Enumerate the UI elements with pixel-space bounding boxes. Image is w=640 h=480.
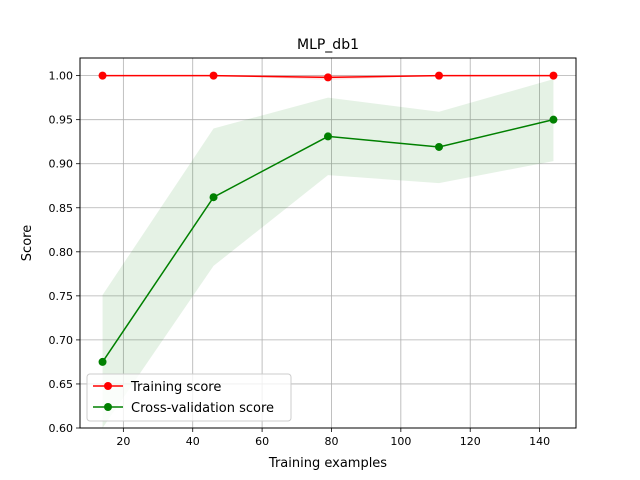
y-tick-label: 0.85 bbox=[49, 202, 74, 215]
y-tick-label: 0.60 bbox=[49, 422, 74, 435]
data-point bbox=[549, 71, 558, 80]
data-point bbox=[434, 71, 443, 80]
x-tick-label: 60 bbox=[255, 435, 269, 448]
x-tick-label: 120 bbox=[460, 435, 481, 448]
y-tick-label: 0.75 bbox=[49, 290, 74, 303]
x-tick-label: 40 bbox=[186, 435, 200, 448]
y-axis-label: Score bbox=[20, 225, 35, 261]
y-tick-label: 0.70 bbox=[49, 334, 74, 347]
y-tick-label: 1.00 bbox=[49, 70, 74, 83]
y-tick-label: 0.65 bbox=[49, 378, 74, 391]
legend-cv-marker bbox=[104, 403, 112, 411]
axes-frame bbox=[79, 57, 577, 429]
data-point bbox=[434, 142, 443, 151]
y-tick-label: 0.80 bbox=[49, 246, 74, 259]
x-axis-label: Training examples bbox=[268, 456, 387, 471]
x-tick-label: 80 bbox=[324, 435, 338, 448]
grid bbox=[80, 58, 576, 429]
x-tick-label: 140 bbox=[529, 435, 550, 448]
legend-training-label: Training score bbox=[130, 380, 221, 395]
data-point bbox=[324, 73, 332, 82]
x-tick-label: 100 bbox=[390, 435, 411, 448]
data-point bbox=[209, 71, 218, 80]
series-lines bbox=[98, 71, 558, 366]
y-tick-label: 0.95 bbox=[49, 114, 74, 127]
legend-box bbox=[86, 373, 292, 422]
legend-training-marker bbox=[104, 382, 112, 390]
data-point bbox=[209, 193, 218, 202]
ticks: 20 40 60 80 100 120 140 0.60 0.65 0.70 0.75 0.80 0.8… bbox=[49, 70, 551, 448]
legend: Training score Cross-validation score bbox=[86, 373, 292, 422]
x-tick-label: 20 bbox=[116, 435, 130, 448]
data-point bbox=[324, 132, 332, 141]
confidence-band-1 bbox=[102, 79, 554, 428]
chart-title: MLP_db1 bbox=[297, 37, 359, 53]
data-point bbox=[549, 115, 558, 124]
data-point bbox=[98, 357, 107, 366]
y-tick-label: 0.90 bbox=[49, 158, 74, 171]
legend-cv-label: Cross-validation score bbox=[131, 401, 274, 416]
data-point bbox=[98, 71, 107, 80]
